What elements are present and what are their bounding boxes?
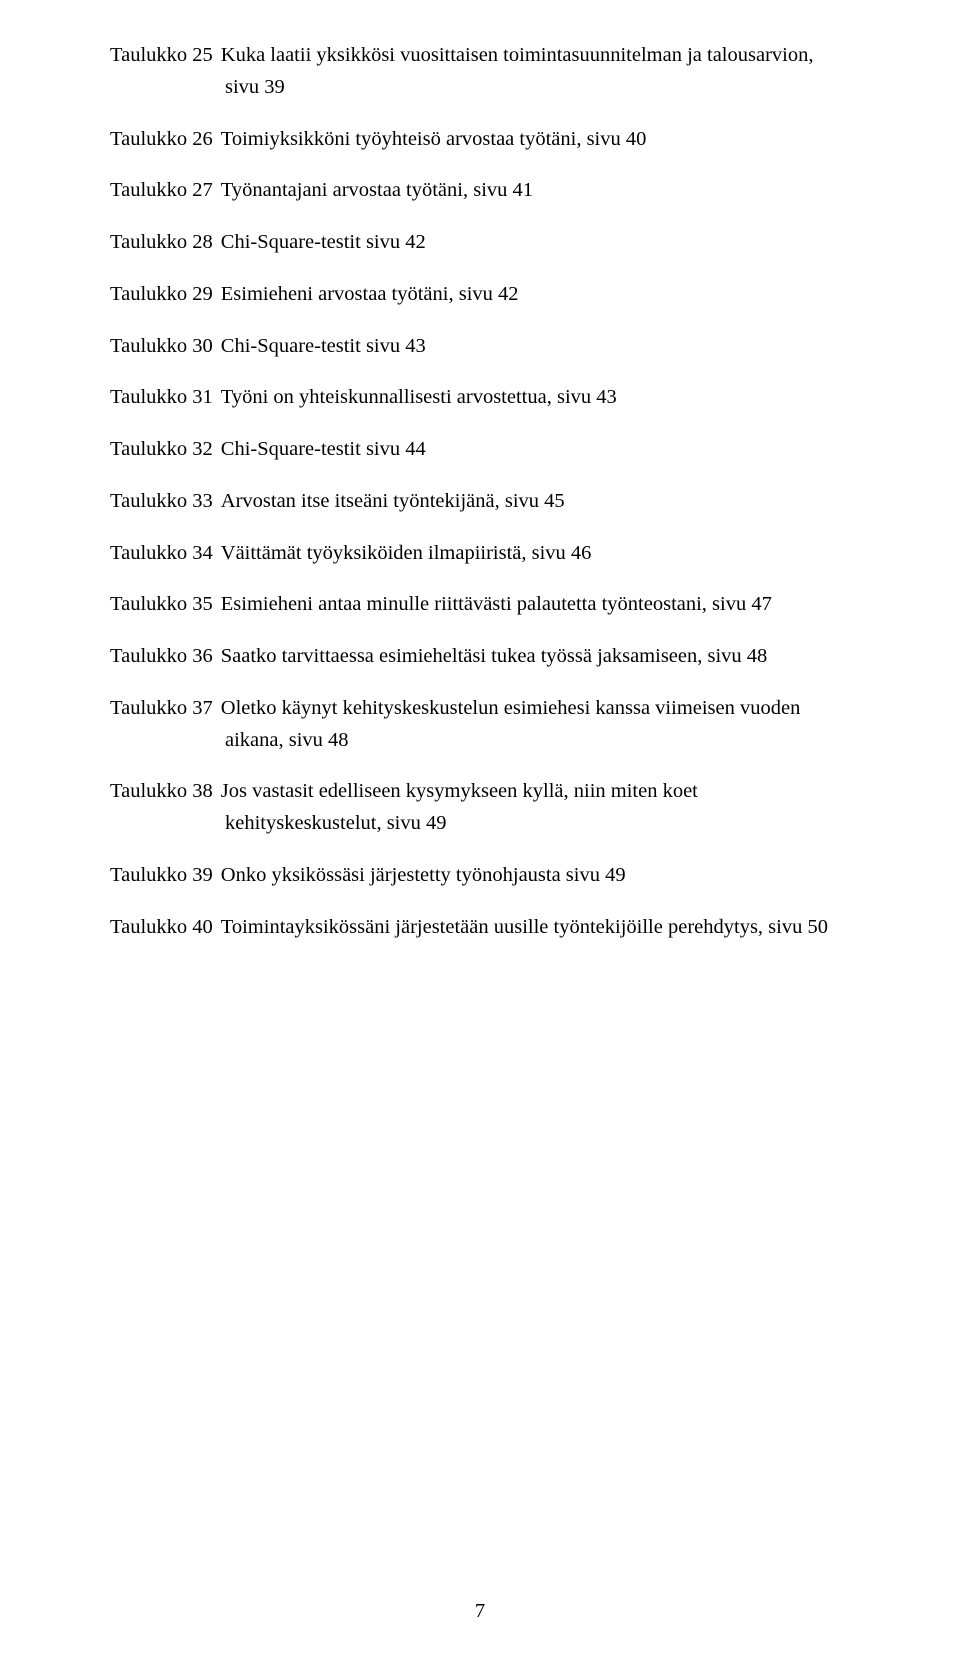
item-description: Arvostan itse itseäni työntekijänä, sivu… — [221, 486, 850, 518]
item-label: Taulukko 29 — [110, 279, 221, 311]
item-continuation: sivu 39 — [110, 72, 850, 104]
list-item: Taulukko 31Työni on yhteiskunnallisesti … — [110, 382, 850, 414]
list-row: Taulukko 30Chi-Square-testit sivu 43 — [110, 331, 850, 363]
list-item: Taulukko 32Chi-Square-testit sivu 44 — [110, 434, 850, 466]
list-row: Taulukko 36Saatko tarvittaessa esimiehel… — [110, 641, 850, 673]
list-item: Taulukko 37Oletko käynyt kehityskeskuste… — [110, 693, 850, 757]
list-item: Taulukko 27Työnantajani arvostaa työtäni… — [110, 175, 850, 207]
item-description: Jos vastasit edelliseen kysymykseen kyll… — [221, 776, 850, 808]
item-label: Taulukko 40 — [110, 912, 221, 944]
list-item: Taulukko 35Esimieheni antaa minulle riit… — [110, 589, 850, 621]
list-item: Taulukko 29Esimieheni arvostaa työtäni, … — [110, 279, 850, 311]
item-label: Taulukko 28 — [110, 227, 221, 259]
item-continuation: kehityskeskustelut, sivu 49 — [110, 808, 850, 840]
item-continuation: aikana, sivu 48 — [110, 725, 850, 757]
list-item: Taulukko 26Toimiyksikköni työyhteisö arv… — [110, 124, 850, 156]
item-label: Taulukko 31 — [110, 382, 221, 414]
item-label: Taulukko 36 — [110, 641, 221, 673]
list-row: Taulukko 34Väittämät työyksiköiden ilmap… — [110, 538, 850, 570]
item-description: Työnantajani arvostaa työtäni, sivu 41 — [221, 175, 850, 207]
item-description: Onko yksikössäsi järjestetty työnohjaust… — [221, 860, 850, 892]
list-row: Taulukko 28Chi-Square-testit sivu 42 — [110, 227, 850, 259]
list-row: Taulukko 37Oletko käynyt kehityskeskuste… — [110, 693, 850, 725]
item-label: Taulukko 34 — [110, 538, 221, 570]
item-description: Chi-Square-testit sivu 44 — [221, 434, 850, 466]
list-item: Taulukko 40Toimintayksikössäni järjestet… — [110, 912, 850, 944]
item-label: Taulukko 39 — [110, 860, 221, 892]
list-row: Taulukko 31Työni on yhteiskunnallisesti … — [110, 382, 850, 414]
list-item: Taulukko 34Väittämät työyksiköiden ilmap… — [110, 538, 850, 570]
list-row: Taulukko 40Toimintayksikössäni järjestet… — [110, 912, 850, 944]
item-description: Oletko käynyt kehityskeskustelun esimieh… — [221, 693, 850, 725]
item-description: Saatko tarvittaessa esimieheltäsi tukea … — [221, 641, 850, 673]
list-row: Taulukko 33Arvostan itse itseäni työntek… — [110, 486, 850, 518]
list-row: Taulukko 32Chi-Square-testit sivu 44 — [110, 434, 850, 466]
item-label: Taulukko 25 — [110, 40, 221, 72]
item-label: Taulukko 30 — [110, 331, 221, 363]
item-description: Chi-Square-testit sivu 43 — [221, 331, 850, 363]
list-row: Taulukko 29Esimieheni arvostaa työtäni, … — [110, 279, 850, 311]
item-description: Väittämät työyksiköiden ilmapiiristä, si… — [221, 538, 850, 570]
item-description: Esimieheni antaa minulle riittävästi pal… — [221, 589, 850, 621]
page-number: 7 — [0, 1600, 960, 1623]
item-label: Taulukko 26 — [110, 124, 221, 156]
list-row: Taulukko 27Työnantajani arvostaa työtäni… — [110, 175, 850, 207]
item-description: Toimintayksikössäni järjestetään uusille… — [221, 912, 850, 944]
list-item: Taulukko 33Arvostan itse itseäni työntek… — [110, 486, 850, 518]
item-description: Toimiyksikköni työyhteisö arvostaa työtä… — [221, 124, 850, 156]
list-item: Taulukko 36Saatko tarvittaessa esimiehel… — [110, 641, 850, 673]
document-page: Taulukko 25Kuka laatii yksikkösi vuositt… — [0, 0, 960, 1663]
list-row: Taulukko 39Onko yksikössäsi järjestetty … — [110, 860, 850, 892]
item-label: Taulukko 32 — [110, 434, 221, 466]
item-description: Chi-Square-testit sivu 42 — [221, 227, 850, 259]
item-label: Taulukko 37 — [110, 693, 221, 725]
item-label: Taulukko 35 — [110, 589, 221, 621]
list-row: Taulukko 26Toimiyksikköni työyhteisö arv… — [110, 124, 850, 156]
item-description: Kuka laatii yksikkösi vuosittaisen toimi… — [221, 40, 850, 72]
item-description: Esimieheni arvostaa työtäni, sivu 42 — [221, 279, 850, 311]
list-row: Taulukko 35Esimieheni antaa minulle riit… — [110, 589, 850, 621]
list-item: Taulukko 38Jos vastasit edelliseen kysym… — [110, 776, 850, 840]
list-item: Taulukko 25Kuka laatii yksikkösi vuositt… — [110, 40, 850, 104]
list-item: Taulukko 28Chi-Square-testit sivu 42 — [110, 227, 850, 259]
item-label: Taulukko 27 — [110, 175, 221, 207]
item-description: Työni on yhteiskunnallisesti arvostettua… — [221, 382, 850, 414]
item-label: Taulukko 38 — [110, 776, 221, 808]
item-label: Taulukko 33 — [110, 486, 221, 518]
list-row: Taulukko 25Kuka laatii yksikkösi vuositt… — [110, 40, 850, 72]
list-row: Taulukko 38Jos vastasit edelliseen kysym… — [110, 776, 850, 808]
table-list-container: Taulukko 25Kuka laatii yksikkösi vuositt… — [110, 40, 850, 944]
list-item: Taulukko 39Onko yksikössäsi järjestetty … — [110, 860, 850, 892]
list-item: Taulukko 30Chi-Square-testit sivu 43 — [110, 331, 850, 363]
